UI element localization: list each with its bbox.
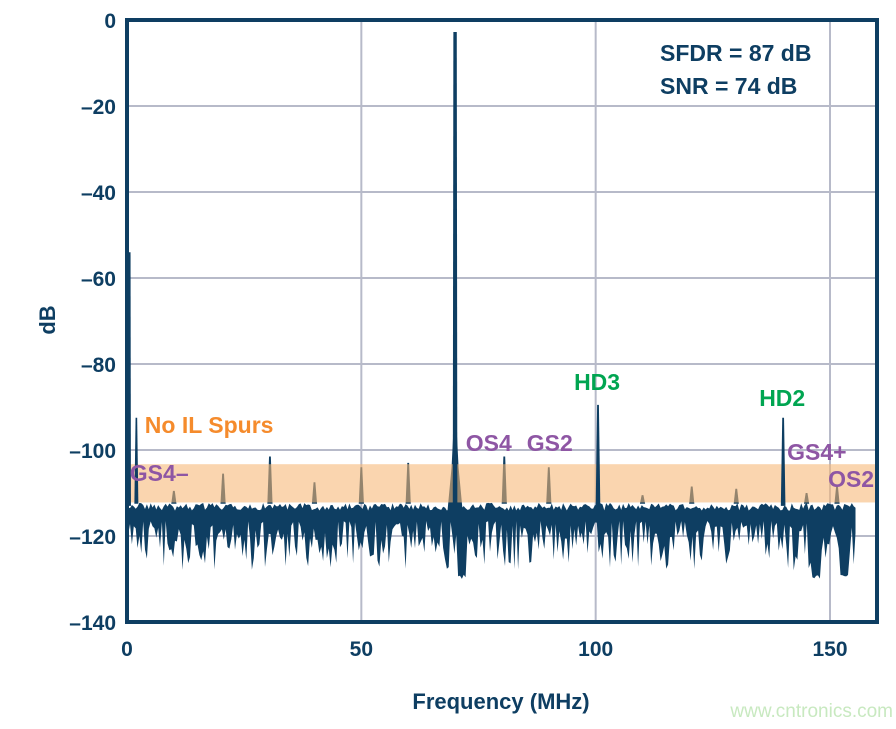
y-axis-title: dB (35, 305, 60, 334)
y-tick-label: –20 (81, 96, 116, 119)
noise-floor-layer (128, 502, 856, 579)
y-tick-label: –60 (81, 268, 116, 291)
peak-label-layer: No IL Spurs GS4– OS4 GS2 HD3 HD2 GS4+OS2 (130, 369, 874, 492)
no-il-spurs-band (127, 464, 877, 503)
harmonic-hd2 (780, 417, 786, 506)
x-tick-label: 150 (812, 638, 847, 661)
label-noilspurs: No IL Spurs (145, 412, 274, 438)
watermark-text: www.cntronics.com (729, 701, 893, 722)
spur-band-layer (127, 464, 877, 503)
y-tick-label: –80 (81, 354, 116, 377)
fundamental-tone (452, 32, 458, 511)
x-tick-label: 0 (121, 638, 133, 661)
sfdr-annotation: SFDR = 87 dB (660, 40, 811, 66)
noise-floor (128, 502, 856, 579)
harmonic-hd3 (595, 404, 601, 506)
x-tick-label: 100 (578, 638, 613, 661)
x-axis-title: Frequency (MHz) (412, 689, 589, 714)
snr-annotation: SNR = 74 dB (660, 73, 797, 99)
label-gs4: GS4+ (787, 439, 846, 465)
label-gs4: GS4– (130, 460, 189, 486)
label-hd2: HD2 (759, 385, 805, 411)
tone-spike-layer (127, 32, 786, 511)
y-tick-label: –100 (69, 440, 116, 463)
low-frequency-spur (134, 417, 139, 504)
plot-border (125, 18, 879, 624)
label-gs2: GS2 (527, 430, 573, 456)
x-tick-label: 50 (350, 638, 373, 661)
y-tick-label: 0 (104, 10, 116, 33)
y-tick-label: –140 (69, 612, 116, 635)
label-os2: OS2 (828, 466, 874, 492)
y-tick-label: –120 (69, 526, 116, 549)
y-tick-label: –40 (81, 182, 116, 205)
label-os4: OS4 (466, 430, 512, 456)
label-hd3: HD3 (574, 369, 620, 395)
